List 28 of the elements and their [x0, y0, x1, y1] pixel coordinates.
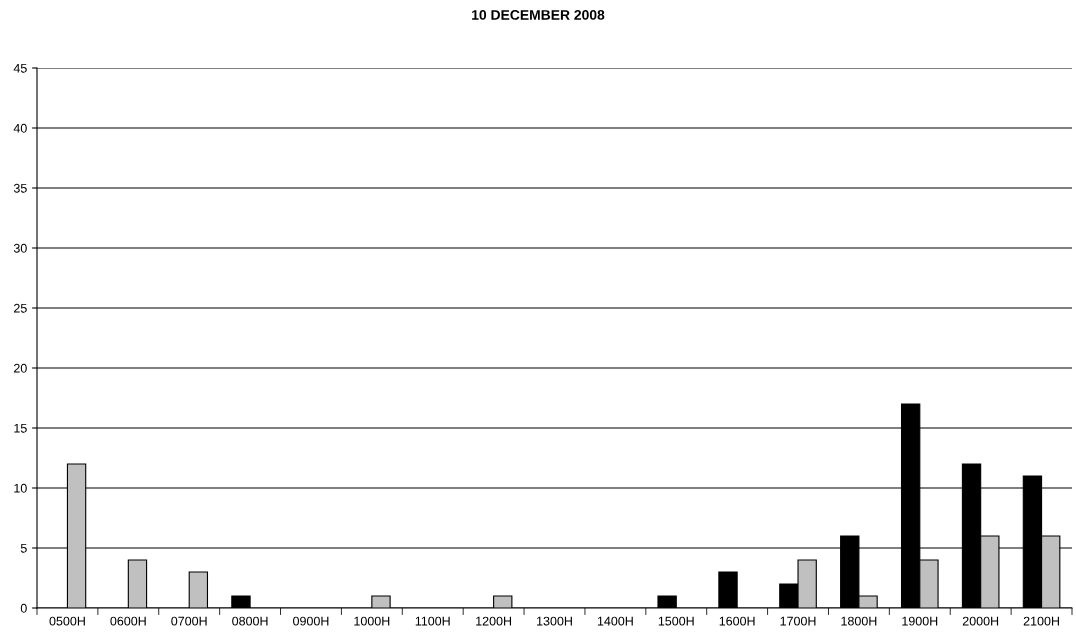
y-tick-label: 45 — [13, 63, 27, 73]
x-tick-label: 1800H — [841, 616, 877, 626]
x-tick-label: 1900H — [902, 616, 938, 626]
x-tick-label: 0700H — [171, 616, 207, 626]
x-tick-label: 0800H — [232, 616, 268, 626]
x-tick-label: 2100H — [1023, 616, 1059, 626]
x-tick-label: 1300H — [537, 616, 572, 626]
x-tick-label: 0900H — [293, 616, 329, 626]
x-tick-label: 1400H — [597, 616, 633, 626]
y-tick-label: 5 — [20, 543, 27, 553]
y-tick-label: 0 — [20, 603, 27, 613]
chart-title: 10 DECEMBER 2008 — [472, 10, 605, 20]
y-tick-label: 40 — [13, 123, 27, 133]
x-tick-label: 1600H — [719, 616, 755, 626]
y-tick-label: 10 — [14, 483, 27, 493]
x-tick-label: 1500H — [658, 616, 694, 626]
x-tick-label: 0500H — [49, 616, 85, 626]
x-tick-label: 1000H — [354, 616, 390, 626]
y-tick-label: 30 — [13, 243, 27, 253]
x-tick-label: 1700H — [780, 616, 816, 626]
y-tick-label: 35 — [13, 183, 27, 193]
x-tick-label: 0600H — [110, 616, 146, 626]
x-tick-label: 1100H — [415, 616, 450, 626]
y-tick-label: 20 — [14, 363, 27, 373]
x-tick-label: 1200H — [476, 616, 512, 626]
y-tick-label: 25 — [14, 303, 27, 313]
x-tick-label: 2000H — [962, 616, 999, 626]
y-tick-label: 15 — [14, 423, 27, 433]
